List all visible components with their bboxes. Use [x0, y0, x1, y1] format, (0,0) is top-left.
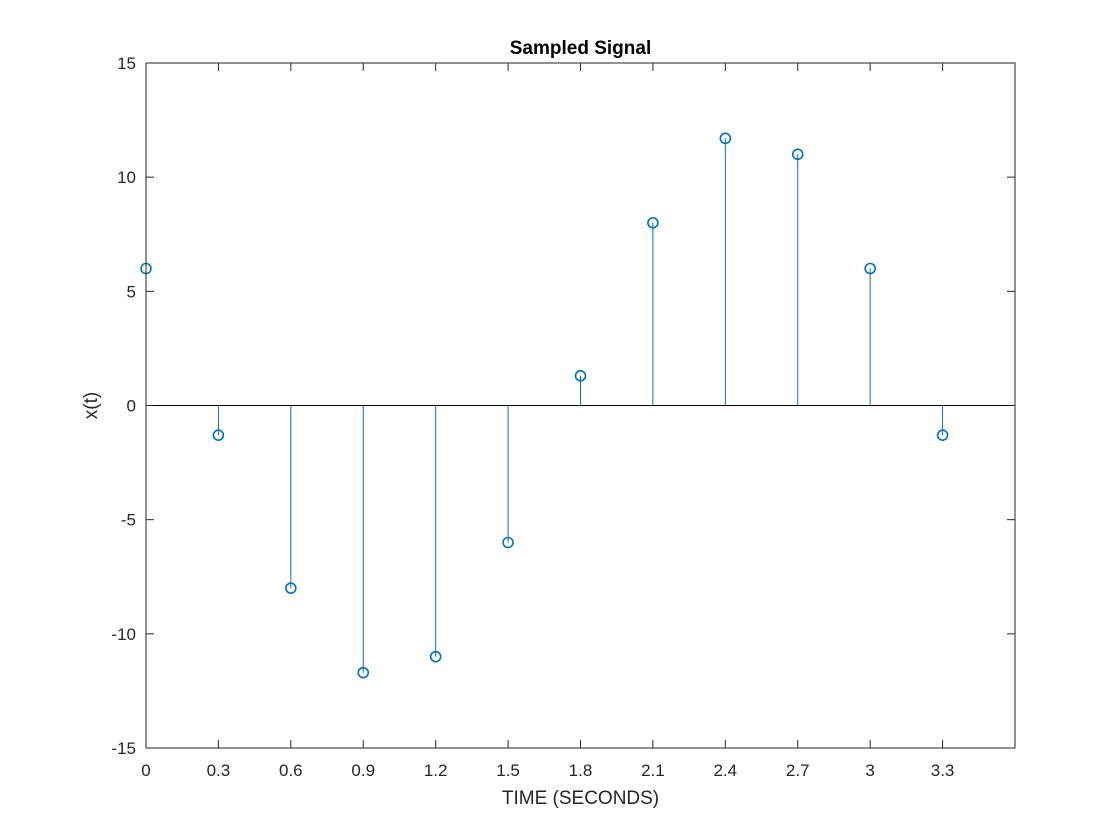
stem-marker	[574, 370, 587, 382]
x-tick-label: 1.8	[569, 761, 593, 780]
x-tick-label: 0.3	[207, 761, 231, 780]
y-axis-label: x(t)	[81, 392, 102, 419]
stem-marker	[429, 650, 442, 663]
x-tick-label: 0.6	[279, 761, 303, 780]
x-tick-label: 1.5	[496, 761, 520, 780]
x-tick-label: 0	[141, 761, 150, 780]
stem-marker	[719, 132, 732, 145]
markers-layer	[140, 132, 949, 679]
stem-marker	[791, 148, 804, 161]
stems-layer	[145, 138, 944, 673]
x-tick-label: 3	[865, 761, 874, 780]
x-tick-label: 1.2	[424, 761, 448, 780]
y-tick-labels: -15 -10 -5 0 5 10 15	[111, 54, 136, 758]
chart-title: Sampled Signal	[510, 38, 651, 59]
stem-marker	[357, 666, 370, 679]
stem-marker	[212, 429, 225, 441]
ticks-layer	[145, 62, 1015, 749]
y-tick-label: 5	[127, 282, 136, 301]
y-tick-label: -15	[111, 739, 136, 758]
y-tick-label: -5	[121, 511, 136, 530]
stem-marker	[936, 429, 949, 441]
x-tick-label: 3.3	[931, 761, 955, 780]
y-tick-label: 0	[127, 397, 136, 416]
x-tick-label: 0.9	[351, 761, 375, 780]
y-tick-label: -10	[111, 625, 136, 644]
x-tick-label: 2.4	[714, 761, 738, 780]
y-tick-label: 15	[117, 54, 136, 73]
x-tick-labels: 0 0.3 0.6 0.9 1.2 1.5 1.8 2.1 2.4 2.7 3 3.3	[141, 761, 954, 780]
stem-marker	[285, 582, 297, 594]
x-tick-label: 2.7	[786, 761, 810, 780]
stem-marker	[864, 262, 876, 275]
stem-marker	[502, 536, 514, 549]
x-tick-label: 2.1	[641, 761, 665, 780]
stem-marker	[647, 217, 659, 229]
y-tick-label: 10	[117, 168, 136, 187]
x-axis-label: TIME (SECONDS)	[502, 788, 659, 809]
